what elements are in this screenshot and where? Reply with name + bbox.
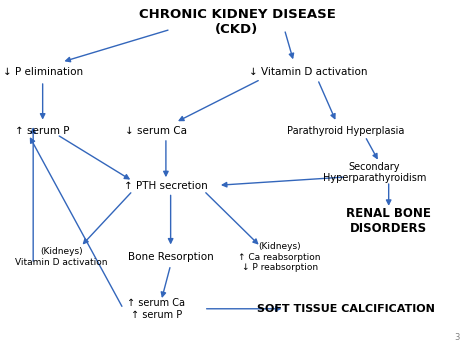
- Text: (Kidneys)
Vitamin D activation: (Kidneys) Vitamin D activation: [15, 247, 108, 267]
- Text: Secondary
Hyperparathyroidism: Secondary Hyperparathyroidism: [323, 162, 426, 183]
- Text: Parathyroid Hyperplasia: Parathyroid Hyperplasia: [287, 126, 405, 136]
- Text: ↑ serum P: ↑ serum P: [16, 126, 70, 136]
- Text: ↓ P elimination: ↓ P elimination: [2, 68, 83, 77]
- Text: ↑ serum Ca
↑ serum P: ↑ serum Ca ↑ serum P: [128, 298, 185, 319]
- Text: Bone Resorption: Bone Resorption: [128, 252, 213, 262]
- Text: 3: 3: [455, 333, 460, 342]
- Text: ↓ serum Ca: ↓ serum Ca: [126, 126, 187, 136]
- Text: SOFT TISSUE CALCIFICATION: SOFT TISSUE CALCIFICATION: [257, 304, 435, 314]
- Text: ↑ PTH secretion: ↑ PTH secretion: [124, 181, 208, 191]
- Text: CHRONIC KIDNEY DISEASE
(CKD): CHRONIC KIDNEY DISEASE (CKD): [138, 8, 336, 37]
- Text: (Kidneys)
↑ Ca reabsorption
↓ P reabsorption: (Kidneys) ↑ Ca reabsorption ↓ P reabsorp…: [238, 242, 321, 272]
- Text: ↓ Vitamin D activation: ↓ Vitamin D activation: [249, 68, 367, 77]
- Text: RENAL BONE
DISORDERS: RENAL BONE DISORDERS: [346, 207, 431, 235]
